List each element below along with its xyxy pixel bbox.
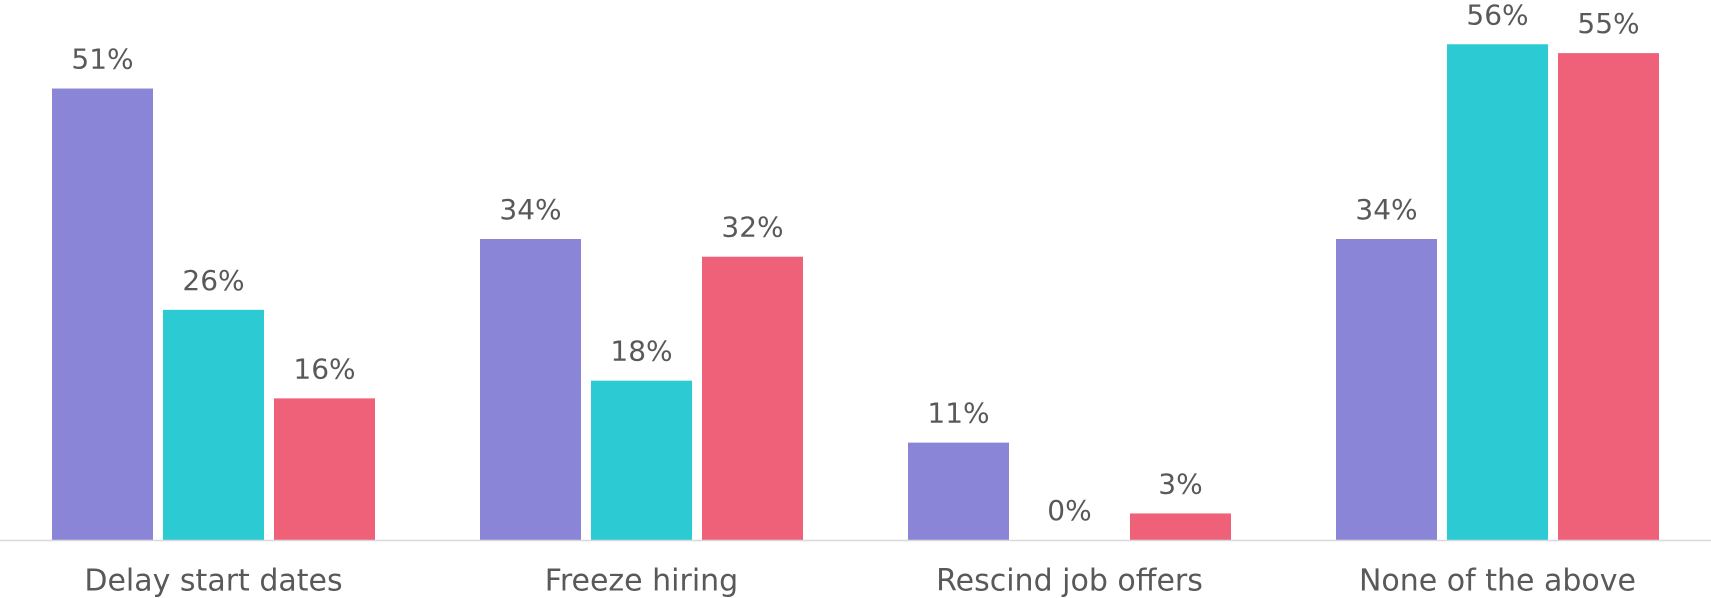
value-label: 18% xyxy=(610,335,672,368)
value-label: 34% xyxy=(1355,193,1417,226)
bar xyxy=(908,442,1009,540)
value-label: 55% xyxy=(1577,7,1639,40)
value-label: 56% xyxy=(1466,0,1528,31)
value-label: 34% xyxy=(499,193,561,226)
value-label: 26% xyxy=(182,264,244,297)
bar xyxy=(1130,513,1231,540)
x-tick-label: Rescind job offers xyxy=(936,564,1203,598)
value-label: 32% xyxy=(721,211,783,244)
bar xyxy=(1447,44,1548,540)
bar xyxy=(1336,239,1437,540)
bar xyxy=(1558,53,1659,541)
bar xyxy=(274,398,375,540)
x-tick-label: Freeze hiring xyxy=(545,564,738,598)
value-label: 0% xyxy=(1047,494,1091,527)
x-tick-label: Delay start dates xyxy=(84,564,342,598)
value-label: 3% xyxy=(1158,467,1202,500)
x-tick-label: None of the above xyxy=(1359,564,1636,598)
bar xyxy=(480,239,581,540)
value-label: 51% xyxy=(71,43,133,76)
value-label: 16% xyxy=(293,352,355,385)
value-label: 11% xyxy=(927,397,989,430)
bar xyxy=(163,309,264,540)
bar xyxy=(591,380,692,540)
bar xyxy=(702,256,803,540)
bar xyxy=(52,88,153,540)
